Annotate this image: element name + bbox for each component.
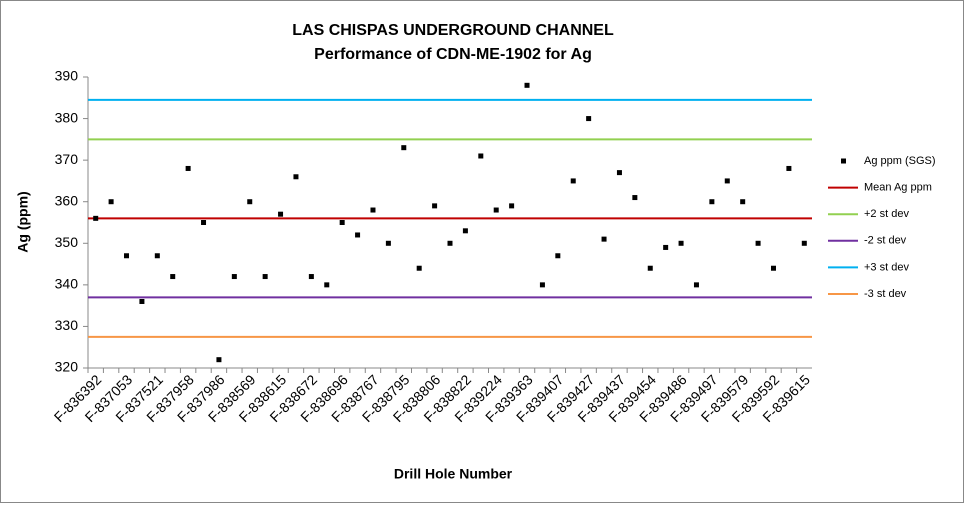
data-point xyxy=(154,253,160,259)
data-point xyxy=(570,178,576,184)
data-point xyxy=(447,240,453,246)
data-point xyxy=(616,170,622,176)
y-tick-label: 390 xyxy=(55,68,79,84)
data-point xyxy=(770,265,776,271)
legend-label: +3 st dev xyxy=(864,261,909,273)
chart-subtitle: Performance of CDN-ME-1902 for Ag xyxy=(314,46,592,63)
legend-label: -2 st dev xyxy=(864,235,907,247)
data-point xyxy=(647,265,653,271)
data-point xyxy=(724,178,730,184)
data-point xyxy=(755,240,761,246)
data-point xyxy=(201,220,207,225)
data-point xyxy=(124,253,130,259)
data-point xyxy=(370,207,376,213)
data-point xyxy=(601,236,607,242)
data-point xyxy=(632,195,638,201)
legend-marker xyxy=(841,158,846,164)
y-tick-label: 330 xyxy=(55,317,79,333)
data-point xyxy=(93,215,99,221)
data-point xyxy=(308,274,314,280)
data-point xyxy=(801,240,807,246)
data-point xyxy=(509,203,515,209)
legend-label: Mean Ag ppm xyxy=(864,182,932,194)
data-point xyxy=(432,203,438,209)
data-point xyxy=(355,232,361,238)
data-point xyxy=(693,282,699,288)
data-point xyxy=(416,265,422,271)
data-point xyxy=(786,165,792,171)
legend-label: +2 st dev xyxy=(864,208,909,220)
data-point xyxy=(462,228,468,234)
data-point xyxy=(185,165,191,171)
y-tick-label: 350 xyxy=(55,234,79,250)
legend-label: Ag ppm (SGS) xyxy=(864,155,936,167)
y-tick-label: 340 xyxy=(55,276,79,292)
chart-title: LAS CHISPAS UNDERGROUND CHANNEL xyxy=(292,22,614,39)
data-point xyxy=(293,174,299,180)
data-point xyxy=(740,199,746,205)
data-point xyxy=(539,282,545,288)
data-point xyxy=(586,116,592,122)
x-axis-label: Drill Hole Number xyxy=(394,466,513,482)
y-axis-label: Ag (ppm) xyxy=(15,191,31,252)
data-point xyxy=(478,153,484,159)
data-point xyxy=(524,82,530,88)
data-point xyxy=(709,199,715,205)
data-point xyxy=(247,199,253,205)
data-point xyxy=(401,145,407,151)
data-point xyxy=(339,220,345,225)
data-point xyxy=(139,298,145,304)
data-point xyxy=(262,274,268,280)
y-tick-label: 360 xyxy=(55,192,79,208)
data-point xyxy=(678,240,684,246)
data-point xyxy=(216,357,222,363)
data-point xyxy=(278,211,284,217)
data-point xyxy=(231,274,237,280)
data-point xyxy=(108,199,114,205)
data-point xyxy=(324,282,330,288)
data-point xyxy=(493,207,499,213)
data-point xyxy=(385,240,391,246)
y-tick-label: 320 xyxy=(55,359,79,375)
data-point xyxy=(555,253,561,259)
y-tick-label: 380 xyxy=(55,109,79,125)
legend-label: -3 st dev xyxy=(864,288,907,300)
data-point xyxy=(170,274,176,280)
data-point xyxy=(663,244,669,250)
y-tick-label: 370 xyxy=(55,151,79,167)
